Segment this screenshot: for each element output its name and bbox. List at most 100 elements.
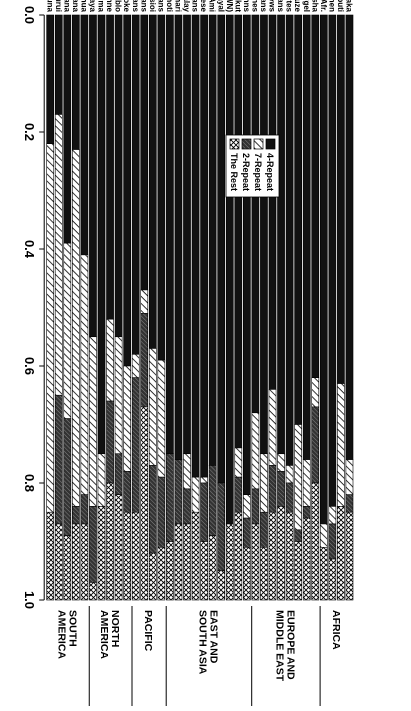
legend-swatch-2-repeat <box>241 138 252 150</box>
bar-san-bushmen-7-repeat <box>328 506 337 525</box>
category-label-pima: Pima <box>97 0 106 13</box>
bar-maya-7-repeat <box>89 336 97 507</box>
bar-cambodians-7-repeat <box>191 476 200 513</box>
bar-muskoke-the-rest <box>123 511 132 601</box>
bar-japanese-4-repeat <box>200 14 208 478</box>
bar-pima-4-repeat <box>97 14 106 455</box>
group-labels: AFRICA EUROPE ANDMIDDLE EAST EAST ANDSOUTH… <box>55 606 342 706</box>
bar-finns-2-repeat <box>242 517 251 548</box>
bar-roman-jews-4-repeat <box>268 14 277 390</box>
bar-danes-7-repeat <box>251 412 260 490</box>
bar-karitiana-7-repeat <box>63 242 72 419</box>
bars-layer <box>46 14 354 601</box>
category-label-quechua: Quechua <box>79 0 88 13</box>
category-label-new-guineans: New Guineans <box>156 0 165 13</box>
bar-japanese-the-rest <box>200 541 208 601</box>
group-label-pacific: PACIFIC <box>142 610 154 652</box>
bar-roman-jews-the-rest <box>268 511 277 601</box>
category-label-nasioi: Nasioi <box>148 0 157 12</box>
bar-cheyenne-7-repeat <box>106 318 114 402</box>
bar-bantu-so-afr-4-repeat <box>319 14 328 525</box>
legend-swatch-4-repeat <box>265 138 276 150</box>
bar-falasha-the-rest <box>311 482 320 601</box>
category-label-san-bushmen: San Bushmen <box>327 0 336 12</box>
bar-druze-the-rest <box>294 541 302 601</box>
x-tick-label-0-4: 0.4 <box>22 240 37 259</box>
bar-ticuna-7-repeat <box>46 143 55 513</box>
bar-malay-2-repeat <box>183 488 191 525</box>
bar-quechua-4-repeat <box>80 14 89 256</box>
bar-adygel-7-repeat <box>302 459 311 507</box>
category-label-han-sfb-twn: Han (SFB, TWN) <box>225 0 234 12</box>
bar-micronesians-7-repeat <box>131 353 140 378</box>
bar-muskoke-7-repeat <box>123 365 132 472</box>
bar-druze-7-repeat <box>294 424 302 531</box>
group-label-east-and-south-asia: EAST ANDSOUTH ASIA <box>196 610 219 675</box>
bar-danes-the-rest <box>251 523 260 601</box>
bar-yakut-4-repeat <box>234 14 243 449</box>
bar-colombiana-the-rest <box>71 523 80 601</box>
bar-nasioi-4-repeat <box>148 14 157 349</box>
category-label-atayal: Atayal <box>216 0 225 12</box>
bar-finns-the-rest <box>242 547 251 601</box>
bar-jemez-pueblo-the-rest <box>114 494 123 601</box>
category-label-sardinians: Sardinians <box>259 0 268 13</box>
bar-muskoke-2-repeat <box>123 470 132 513</box>
bar-muskoke-4-repeat <box>123 14 132 367</box>
bar-samoans-the-rest <box>140 406 149 601</box>
bar-surui-the-rest <box>54 523 63 601</box>
legend-label-7-repeat: 7-Repeat <box>253 153 263 191</box>
bar-sardinians-4-repeat <box>260 14 268 455</box>
bar-sardinians-7-repeat <box>260 453 268 513</box>
category-label-cambodians: Cambodians <box>191 0 200 13</box>
category-label-falasha: Falasha <box>310 0 319 13</box>
bar-atayal-the-rest <box>217 570 226 601</box>
bar-maya-the-rest <box>89 582 97 601</box>
bar-colombiana-2-repeat <box>71 506 80 525</box>
bar-cheyenne-2-repeat <box>106 400 114 484</box>
category-label-druze: Druze <box>293 0 302 13</box>
bar-san-bushmen-the-rest <box>328 558 337 601</box>
bar-roman-jews-7-repeat <box>268 389 277 466</box>
bar-yemenites-7-repeat <box>285 465 294 484</box>
x-tick-label-0-2: 0.2 <box>22 123 37 141</box>
bar-ticuna-the-rest <box>46 511 55 601</box>
bar-cheyenne-the-rest <box>106 482 114 601</box>
category-label-kachari: Kachari <box>174 0 183 12</box>
bar-yemenites-the-rest <box>285 511 294 601</box>
bar-sardinians-2-repeat <box>260 511 268 548</box>
bar-quechua-7-repeat <box>80 254 89 496</box>
category-label-karitiana: Karitiana <box>62 0 71 13</box>
bar-samoans-4-repeat <box>140 14 149 291</box>
legend-swatch-7-repeat <box>253 138 264 150</box>
bar-adygel-4-repeat <box>302 14 311 460</box>
bar-kachari-the-rest <box>174 523 183 601</box>
bar-bantu-so-afr-7-repeat <box>319 523 328 548</box>
bar-finns-7-repeat <box>242 494 251 519</box>
bar-ticuna-4-repeat <box>46 14 55 144</box>
bar-finns-4-repeat <box>242 14 251 496</box>
bar-colombiana-4-repeat <box>71 14 80 150</box>
group-label-africa: AFRICA <box>330 610 342 650</box>
bar-jemez-pueblo-4-repeat <box>114 14 123 338</box>
legend-box <box>225 134 280 198</box>
bar-danes-2-repeat <box>251 488 260 525</box>
category-label-micronesians: Micronesians <box>131 0 140 13</box>
category-label-samoans: Samoans <box>139 0 148 13</box>
category-label-biaka: Biaka <box>345 0 354 13</box>
bar-sardinians-the-rest <box>260 547 268 601</box>
category-label-yakut: Yakut <box>233 0 242 12</box>
bar-cambodians-4-repeat <box>191 14 200 478</box>
legend-label-the-rest: The Rest <box>229 153 239 191</box>
category-label-thoti: Thoti <box>165 0 174 12</box>
legend-label-4-repeat: 4-Repeat <box>265 153 275 191</box>
legend-label-2-repeat: 2-Repeat <box>241 153 251 191</box>
bar-han-sfb-twn-the-rest <box>225 523 234 601</box>
category-label-ami: Ami <box>208 0 217 12</box>
bar-biaka-2-repeat <box>345 494 354 513</box>
group-label-north-america: NORTHAMERICA <box>98 610 121 659</box>
bar-new-guineans-2-repeat <box>157 476 166 548</box>
x-tick-label-0-8: 0.8 <box>22 474 37 492</box>
bar-han-sfb-twn-4-repeat <box>225 14 234 525</box>
bar-samoans-2-repeat <box>140 313 149 408</box>
